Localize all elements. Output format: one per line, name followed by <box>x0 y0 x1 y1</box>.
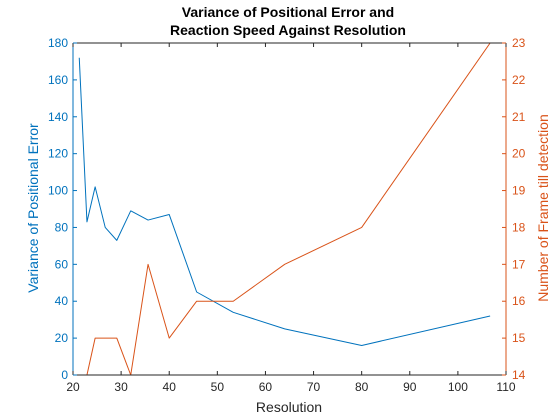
left-y-tick-label: 160 <box>48 73 68 87</box>
left-y-tick-label: 180 <box>48 36 68 50</box>
right-y-tick-label: 14 <box>512 368 526 382</box>
x-tick-label: 90 <box>403 380 417 394</box>
right-y-tick-label: 23 <box>512 36 526 50</box>
frames-series-line <box>86 43 491 375</box>
chart-title-line-1: Variance of Positional Error and <box>182 4 394 20</box>
right-y-tick-label: 22 <box>512 73 526 87</box>
x-tick-label: 60 <box>259 380 273 394</box>
x-tick-label: 40 <box>163 380 177 394</box>
chart-title-line-2: Reaction Speed Against Resolution <box>170 22 406 38</box>
left-y-tick-label: 140 <box>48 110 68 124</box>
right-y-tick-label: 21 <box>512 110 526 124</box>
left-y-tick-label: 100 <box>48 184 68 198</box>
x-tick-label: 80 <box>355 380 369 394</box>
series-layer <box>78 43 491 375</box>
left-y-tick-label: 20 <box>55 331 69 345</box>
x-tick-label: 110 <box>496 380 515 394</box>
x-axis-label: Resolution <box>256 399 322 415</box>
left-y-tick-label: 0 <box>61 368 68 382</box>
left-y-axis-label: Variance of Positional Error <box>25 123 41 293</box>
axes-layer: 20 30 40 50 60 70 80 90 100 110020406080100120140… <box>48 36 526 394</box>
left-y-tick-label: 80 <box>55 220 69 234</box>
right-y-tick-label: 17 <box>512 257 526 271</box>
right-y-tick-label: 15 <box>512 331 526 345</box>
right-y-axis-label: Number of Frame till detection <box>535 114 551 302</box>
x-tick-label: 30 <box>114 380 128 394</box>
right-y-tick-label: 16 <box>512 294 526 308</box>
variance-series-line <box>78 57 491 346</box>
x-tick-label: 20 <box>66 380 80 394</box>
x-tick-label: 100 <box>448 380 468 394</box>
x-tick-label: 70 <box>307 380 321 394</box>
left-y-tick-label: 40 <box>55 294 69 308</box>
left-y-tick-label: 60 <box>55 257 69 271</box>
right-y-tick-label: 19 <box>512 184 526 198</box>
x-tick-label: 50 <box>211 380 225 394</box>
right-y-tick-label: 20 <box>512 147 526 161</box>
left-y-tick-label: 120 <box>48 147 68 161</box>
right-y-tick-label: 18 <box>512 220 526 234</box>
